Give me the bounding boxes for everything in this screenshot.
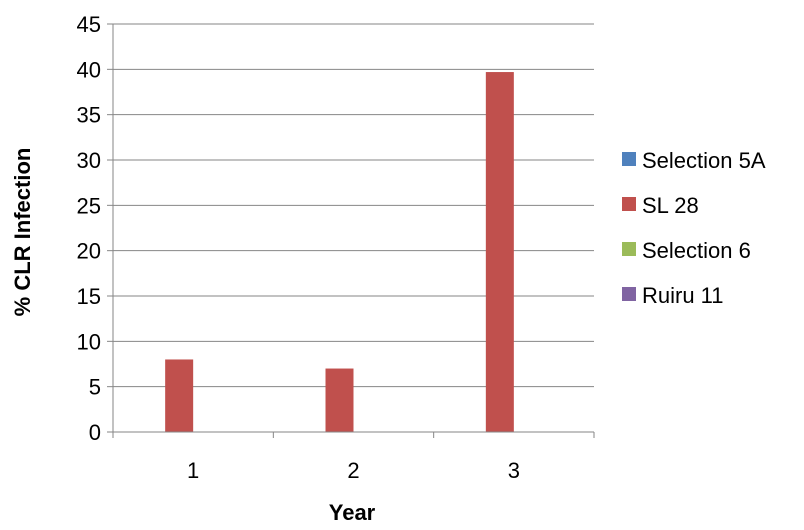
x-tick-label: 1 <box>187 458 199 483</box>
y-tick-label: 40 <box>77 57 101 82</box>
bars <box>165 72 514 432</box>
x-tick-label: 2 <box>347 458 359 483</box>
legend-swatch <box>622 287 636 301</box>
bar-sl-28-1 <box>165 359 194 432</box>
y-tick-label: 20 <box>77 239 101 264</box>
legend-swatch <box>622 242 636 256</box>
axes <box>107 23 595 438</box>
y-tick-label: 10 <box>77 329 101 354</box>
y-tick-label: 0 <box>89 420 101 445</box>
y-axis-title: % CLR Infection <box>10 148 35 317</box>
y-tick-label: 35 <box>77 103 101 128</box>
y-tick-label: 30 <box>77 148 101 173</box>
legend-label: Ruiru 11 <box>642 283 724 308</box>
legend-label: Selection 6 <box>642 238 751 263</box>
y-tick-label: 5 <box>89 375 101 400</box>
x-tick-labels: 1 2 3 <box>187 458 520 483</box>
legend-label: SL 28 <box>642 193 699 218</box>
gridlines <box>113 23 594 388</box>
x-tick-label: 3 <box>508 458 520 483</box>
y-tick-label: 15 <box>77 284 101 309</box>
x-axis-title: Year <box>329 500 376 525</box>
bar-sl-28-2 <box>325 368 354 432</box>
y-tick-label: 45 <box>77 12 101 37</box>
y-tick-label: 25 <box>77 193 101 218</box>
legend-label: Selection 5A <box>642 148 766 173</box>
legend-swatch <box>622 197 636 211</box>
y-tick-labels: 0 5 10 15 20 25 30 35 40 45 <box>77 12 101 445</box>
legend-swatch <box>622 152 636 166</box>
bar-sl-28-3 <box>485 72 514 432</box>
legend: Selection 5A SL 28 Selection 6 Ruiru 11 <box>622 148 766 308</box>
